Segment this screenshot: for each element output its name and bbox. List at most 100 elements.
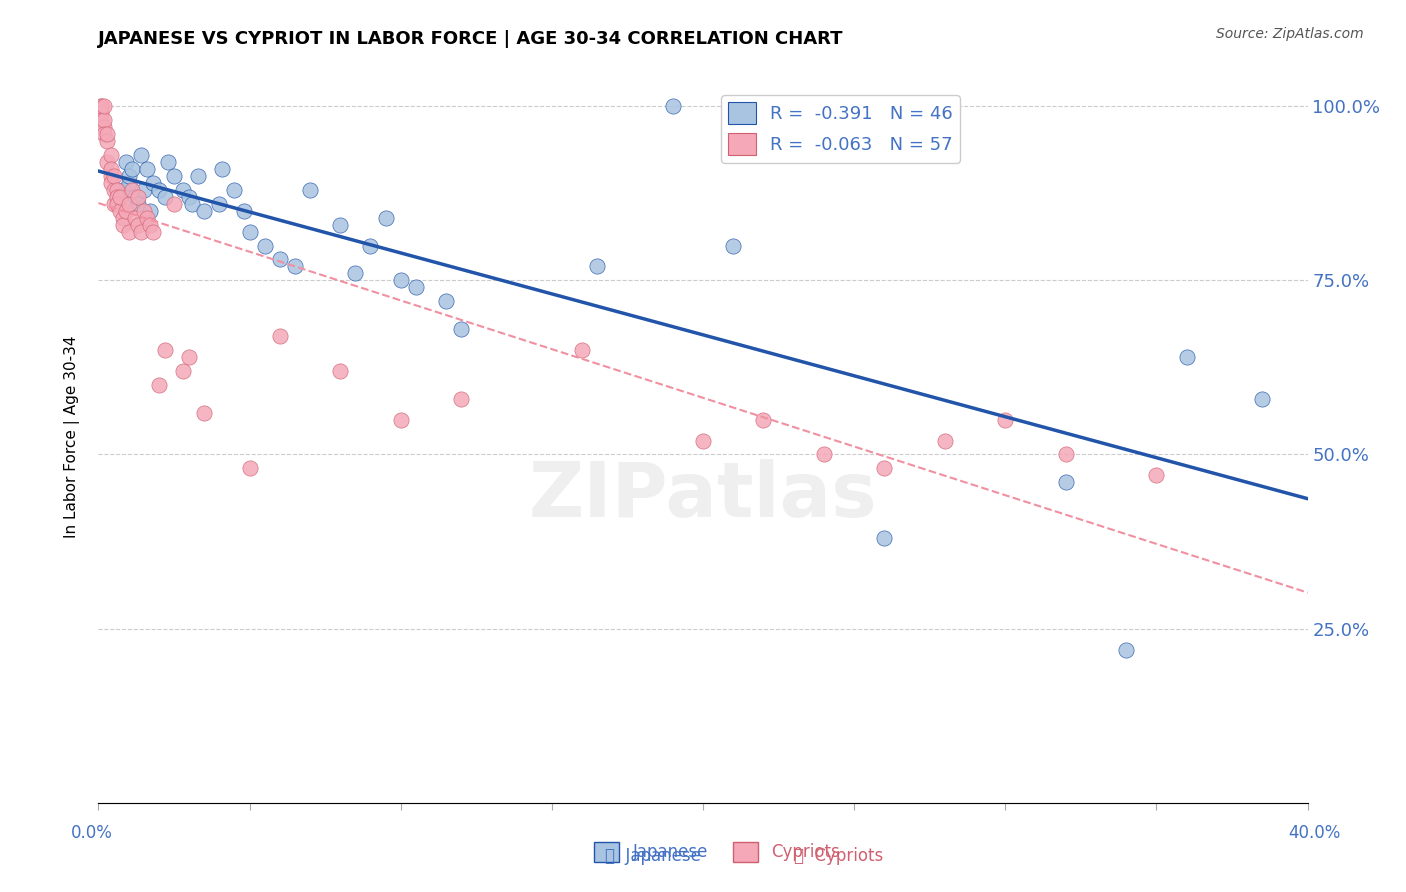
Point: [374, 211, 396, 225]
Point: [873, 531, 896, 545]
Point: [153, 190, 176, 204]
Point: [873, 461, 896, 475]
Point: [124, 211, 146, 225]
Point: [163, 169, 186, 183]
Point: [105, 190, 128, 204]
Point: [118, 225, 141, 239]
Point: [129, 148, 152, 162]
Point: [172, 183, 194, 197]
Point: [405, 280, 427, 294]
Point: [103, 183, 125, 197]
Point: [142, 176, 165, 190]
Point: [103, 169, 125, 183]
Point: [299, 183, 322, 197]
Point: [253, 238, 276, 252]
Point: [179, 190, 201, 204]
Point: [90, 99, 112, 113]
Point: [148, 377, 170, 392]
Point: [153, 343, 176, 357]
Point: [389, 412, 412, 426]
Point: [269, 329, 291, 343]
Point: [142, 225, 165, 239]
Point: [661, 99, 683, 113]
Point: [187, 169, 209, 183]
Point: [813, 448, 835, 462]
Point: [93, 127, 115, 141]
Point: [108, 203, 131, 218]
Point: [329, 218, 352, 232]
Point: [118, 176, 141, 190]
Point: [389, 273, 412, 287]
Point: [90, 99, 112, 113]
Point: [111, 211, 134, 225]
Point: [1054, 475, 1077, 490]
Point: [934, 434, 956, 448]
Point: [1054, 448, 1077, 462]
Point: [450, 322, 472, 336]
Point: [360, 238, 382, 252]
Point: [139, 218, 162, 232]
Point: [105, 196, 128, 211]
Point: [752, 412, 775, 426]
Point: [1175, 350, 1198, 364]
Point: [105, 183, 128, 197]
Point: [96, 127, 118, 141]
Point: [127, 196, 149, 211]
Point: [103, 196, 125, 211]
Point: [1144, 468, 1167, 483]
Text: JAPANESE VS CYPRIOT IN LABOR FORCE | AGE 30-34 CORRELATION CHART: JAPANESE VS CYPRIOT IN LABOR FORCE | AGE…: [98, 29, 844, 47]
Point: [239, 461, 262, 475]
Point: [96, 155, 118, 169]
Text: ⬜  Cypriots: ⬜ Cypriots: [794, 847, 883, 865]
Text: Source: ZipAtlas.com: Source: ZipAtlas.com: [1216, 27, 1364, 41]
Point: [135, 211, 157, 225]
Point: [100, 161, 122, 176]
Point: [100, 169, 122, 183]
Legend: R =  -0.391   N = 46, R =  -0.063   N = 57: R = -0.391 N = 46, R = -0.063 N = 57: [721, 95, 960, 162]
Point: [148, 183, 170, 197]
Point: [118, 169, 141, 183]
Text: 40.0%: 40.0%: [1288, 824, 1341, 842]
Point: [108, 190, 131, 204]
Point: [450, 392, 472, 406]
Point: [193, 406, 215, 420]
Point: [127, 190, 149, 204]
Point: [211, 161, 233, 176]
Point: [121, 161, 143, 176]
Point: [114, 203, 136, 218]
Point: [692, 434, 714, 448]
Point: [723, 238, 745, 252]
Point: [156, 155, 179, 169]
Point: [90, 113, 112, 128]
Point: [586, 260, 609, 274]
Point: [239, 225, 262, 239]
Point: [129, 225, 152, 239]
Point: [132, 183, 155, 197]
Y-axis label: In Labor Force | Age 30-34: In Labor Force | Age 30-34: [63, 335, 80, 539]
Point: [434, 294, 457, 309]
Legend: Japanese, Cypriots: Japanese, Cypriots: [588, 835, 846, 869]
Point: [193, 203, 215, 218]
Point: [114, 155, 136, 169]
Point: [208, 196, 231, 211]
Point: [100, 176, 122, 190]
Point: [179, 350, 201, 364]
Point: [172, 364, 194, 378]
Point: [269, 252, 291, 267]
Point: [93, 113, 115, 128]
Text: ⬜  Japanese: ⬜ Japanese: [605, 847, 700, 865]
Text: 0.0%: 0.0%: [70, 824, 112, 842]
Point: [1115, 642, 1137, 657]
Point: [93, 120, 115, 134]
Point: [163, 196, 186, 211]
Point: [1251, 392, 1274, 406]
Point: [121, 183, 143, 197]
Point: [90, 106, 112, 120]
Point: [329, 364, 352, 378]
Point: [232, 203, 254, 218]
Point: [111, 183, 134, 197]
Point: [96, 134, 118, 148]
Point: [100, 148, 122, 162]
Point: [111, 218, 134, 232]
Point: [139, 203, 162, 218]
